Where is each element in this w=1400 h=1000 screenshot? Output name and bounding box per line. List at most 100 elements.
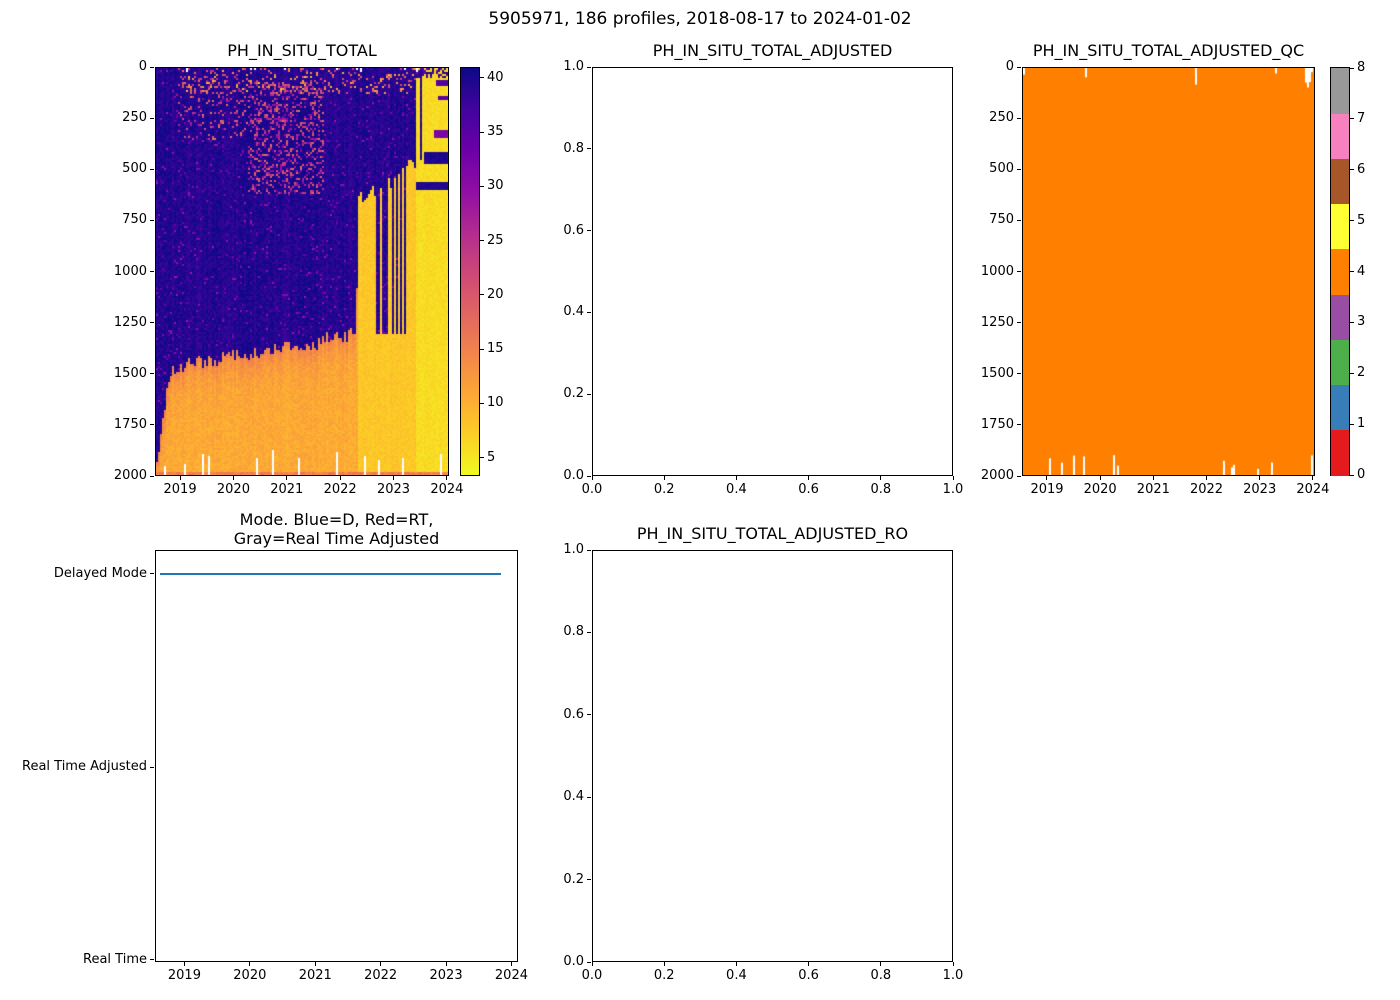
x-tick-label: 0.0 — [581, 482, 603, 497]
ro-plot-title: PH_IN_SITU_TOTAL_ADJUSTED_RO — [636, 524, 909, 543]
colorbar-tick-mark — [480, 131, 484, 133]
x-tick-label: 0.4 — [726, 482, 747, 497]
colorbar-tick-mark — [480, 402, 484, 404]
colorbar-tick-mark — [1350, 118, 1354, 120]
y-tick-mark — [1017, 168, 1021, 170]
qc-colorbar-band-1 — [1331, 384, 1349, 431]
x-tick-mark — [314, 962, 316, 966]
y-tick-mark — [150, 373, 154, 375]
colorbar-tick-label: 5 — [487, 449, 496, 465]
colorbar-tick-mark — [480, 457, 484, 459]
delayed-mode-line — [160, 573, 501, 575]
y-tick-mark — [150, 766, 154, 768]
ph-heatmap-canvas — [156, 68, 448, 475]
x-tick-mark — [446, 476, 448, 480]
colorbar-tick-mark — [480, 185, 484, 187]
x-tick-mark — [880, 962, 882, 966]
y-tick-mark — [1017, 322, 1021, 324]
x-tick-mark — [339, 476, 341, 480]
x-tick-mark — [735, 476, 737, 480]
y-tick-label: 0.8 — [563, 624, 584, 640]
qc-plot-area — [1022, 67, 1315, 476]
x-tick-label: 2021 — [1136, 482, 1170, 497]
colorbar-tick-mark — [1350, 423, 1354, 425]
x-tick-label: 1.0 — [942, 482, 964, 497]
qc-colorbar-band-2 — [1331, 339, 1349, 386]
x-tick-label: 2024 — [1296, 482, 1330, 497]
x-tick-mark — [232, 476, 234, 480]
x-tick-mark — [735, 962, 737, 966]
x-tick-mark — [808, 476, 810, 480]
y-tick-mark — [150, 475, 154, 477]
x-tick-label: 0.8 — [870, 968, 892, 983]
ro-plot-area — [592, 550, 953, 962]
x-tick-mark — [249, 962, 251, 966]
colorbar-tick-label: 4 — [1357, 263, 1366, 279]
mode-ytick-delayed-mode: Delayed Mode — [53, 565, 147, 581]
qc-colorbar-band-7 — [1331, 113, 1349, 160]
x-tick-label: 2023 — [1243, 482, 1277, 497]
x-tick-mark — [880, 476, 882, 480]
qc-colorbar — [1330, 67, 1350, 476]
colorbar-tick-mark — [1350, 321, 1354, 323]
x-tick-label: 2020 — [1083, 482, 1117, 497]
y-tick-label: 0.4 — [563, 789, 584, 805]
y-tick-mark — [587, 475, 591, 477]
x-tick-label: 0.2 — [653, 482, 675, 497]
y-tick-mark — [1017, 219, 1021, 221]
x-tick-label: 2019 — [167, 968, 201, 983]
y-tick-label: 1500 — [980, 365, 1014, 381]
y-tick-mark — [587, 961, 591, 963]
x-tick-label: 0.6 — [798, 968, 819, 983]
mode-ytick-real-time: Real Time — [83, 951, 147, 967]
y-tick-label: 750 — [989, 212, 1014, 228]
colorbar-tick-label: 20 — [487, 286, 504, 302]
y-tick-mark — [587, 148, 591, 150]
y-tick-mark — [587, 879, 591, 881]
x-tick-label: 2022 — [1189, 482, 1224, 497]
x-tick-mark — [179, 476, 181, 480]
y-tick-label: 0 — [1005, 59, 1014, 74]
x-tick-mark — [286, 476, 288, 480]
x-tick-label: 2019 — [163, 482, 197, 497]
y-tick-label: 0.2 — [563, 386, 584, 402]
colorbar-tick-label: 1 — [1357, 416, 1366, 432]
x-tick-label: 2019 — [1030, 482, 1064, 497]
y-tick-label: 0.0 — [563, 954, 584, 969]
adjusted-plot-area — [592, 67, 953, 476]
ph-colorbar — [460, 67, 480, 476]
colorbar-tick-label: 10 — [487, 395, 504, 411]
x-tick-mark — [1259, 476, 1261, 480]
y-tick-label: 1.0 — [563, 542, 584, 557]
y-tick-label: 1750 — [113, 416, 147, 432]
y-tick-mark — [1017, 424, 1021, 426]
y-tick-mark — [587, 631, 591, 633]
x-tick-label: 1.0 — [942, 968, 964, 983]
mode-plot-area — [155, 550, 518, 962]
colorbar-tick-mark — [480, 294, 484, 296]
y-tick-label: 0.6 — [563, 222, 584, 238]
x-tick-label: 0.6 — [798, 482, 819, 497]
y-tick-mark — [1017, 66, 1021, 68]
x-tick-label: 0.0 — [581, 968, 603, 983]
qc-colorbar-band-5 — [1331, 203, 1349, 250]
colorbar-tick-label: 0 — [1357, 467, 1366, 482]
y-tick-mark — [587, 230, 591, 232]
y-tick-label: 1000 — [113, 263, 147, 279]
adjusted-plot-title: PH_IN_SITU_TOTAL_ADJUSTED — [652, 41, 893, 60]
y-tick-label: 1250 — [980, 314, 1014, 330]
x-tick-mark — [183, 962, 185, 966]
x-tick-label: 2023 — [429, 968, 463, 983]
x-tick-label: 2021 — [270, 482, 304, 497]
qc-plot-title: PH_IN_SITU_TOTAL_ADJUSTED_QC — [1032, 41, 1305, 60]
y-tick-mark — [150, 322, 154, 324]
y-tick-label: 1250 — [113, 314, 147, 330]
y-tick-mark — [587, 714, 591, 716]
colorbar-tick-label: 25 — [487, 232, 504, 248]
x-tick-mark — [591, 962, 593, 966]
qc-colorbar-band-8 — [1331, 68, 1349, 114]
x-tick-mark — [663, 962, 665, 966]
y-tick-mark — [150, 959, 154, 961]
y-tick-mark — [1017, 117, 1021, 119]
colorbar-tick-label: 6 — [1357, 161, 1366, 177]
